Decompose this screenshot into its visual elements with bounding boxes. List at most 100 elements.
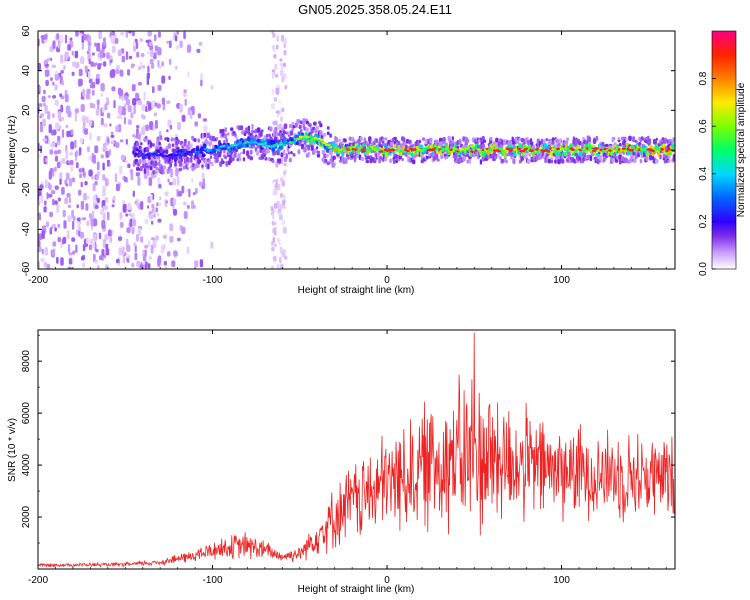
spectrogram-cell [98,232,102,240]
spectrogram-cell [118,87,122,95]
spectrogram-cell [198,152,202,159]
spectrogram-cell [131,262,135,268]
spectrogram-cell [594,147,599,150]
spectrogram-cell [72,220,75,230]
spectrogram-cell [44,247,48,256]
spectrogram-cell [271,44,276,51]
spectrogram-cell [157,60,160,68]
spectrogram-cell [242,157,246,162]
spectrogram-cell [132,190,135,197]
spectrogram-cell [67,204,72,209]
spectrogram-cell [97,265,100,269]
spectrogram-cell [178,167,183,172]
spectrogram-cell [176,146,180,152]
spectrogram-cell [126,255,131,259]
spectrogram-cell [45,221,49,228]
spectrogram-cell [154,34,157,41]
spectrogram-cell [610,147,614,151]
spectrogram-cell [236,139,240,144]
spectrogram-cell [419,149,424,152]
spectrogram-cell [283,50,287,56]
spectrogram-cell [645,156,649,162]
spectrogram-cell [345,157,348,164]
spectrogram-cell [144,218,149,224]
spectrogram-cell [462,136,466,142]
spectrogram-cell [618,142,622,147]
spectrogram-cell [64,34,68,44]
spectrogram-cell [178,161,183,167]
spectrogram-cell [465,153,470,158]
spectrogram-cell [413,148,417,151]
spectrogram-cell [271,88,275,95]
spectrogram-cell [329,133,332,138]
spectrogram-cell [292,125,296,129]
spectrogram-cell [512,158,516,164]
spectrogram-cell [655,137,658,141]
spectrogram-cell [247,125,251,132]
spectrogram-cell [505,147,511,150]
spectrogram-cell [617,136,621,141]
spectrogram-cell [489,136,493,141]
spectrogram-cell [43,89,46,95]
spectrogram-cell [224,144,229,147]
spectrogram-cell [172,137,177,142]
spectrogram-cell [433,155,436,161]
spectrogram-cell [379,155,383,161]
spectrogram-cell [96,73,100,79]
spectrogram-cell [136,166,140,171]
spectrogram-cell [150,62,155,69]
spectrogram-cell [201,156,204,161]
spectrogram-cell [110,134,115,138]
spectrogram-cell [502,139,506,146]
spectrogram-cell [297,149,301,155]
spectrogram-cell [74,108,79,114]
spectrogram-cell [161,75,166,84]
spectrogram-cell [134,252,138,261]
spectrogram-y-tick-label: -40 [21,222,32,237]
spectrogram-cell [112,195,116,201]
spectrogram-cell [126,227,130,233]
spectrogram-cell [239,125,244,131]
spectrogram-cell [158,202,161,206]
spectrogram-cell [200,79,203,87]
spectrogram-cell [167,251,171,257]
spectrogram-cell [633,157,637,164]
spectrogram-cell [186,161,190,166]
spectrogram-cell [168,75,171,80]
spectrogram-cell [282,205,286,209]
spectrogram-cell [496,154,500,158]
spectrogram-cell [238,141,242,144]
spectrogram-cell [99,50,104,59]
spectrogram-cell [171,260,176,268]
spectrogram-cell [194,121,198,127]
spectrogram-cell [56,205,60,213]
spectrogram-cell [273,190,278,196]
spectrogram-cell [41,248,44,255]
spectrogram-cell [51,190,56,195]
spectrogram-cell [44,200,47,206]
spectrogram-cell [86,220,90,226]
spectrogram-cell [88,131,92,141]
spectrogram-cell [145,135,148,139]
spectrogram-cell [322,132,327,137]
spectrogram-cell [283,149,286,156]
spectrogram-cell [271,159,275,164]
spectrogram-cell [275,73,279,78]
spectrogram-cell [60,257,64,266]
spectrogram-cell [82,262,86,268]
spectrogram-cell [356,149,361,153]
spectrogram-cell [155,166,159,171]
spectrogram-cell [76,204,79,209]
spectrogram-cell [620,136,625,141]
spectrogram-cell [194,260,198,268]
spectrogram-cell [96,161,100,171]
spectrogram-cell [481,156,486,162]
spectrogram-cell [213,156,216,160]
spectrogram-cell [119,165,123,175]
spectrogram-cell [148,177,153,186]
spectrogram-cell [157,177,161,185]
spectrogram-cell [237,125,241,131]
spectrogram-cell [629,158,633,163]
spectrogram-cell [219,128,222,134]
spectrogram-cell [40,113,45,117]
